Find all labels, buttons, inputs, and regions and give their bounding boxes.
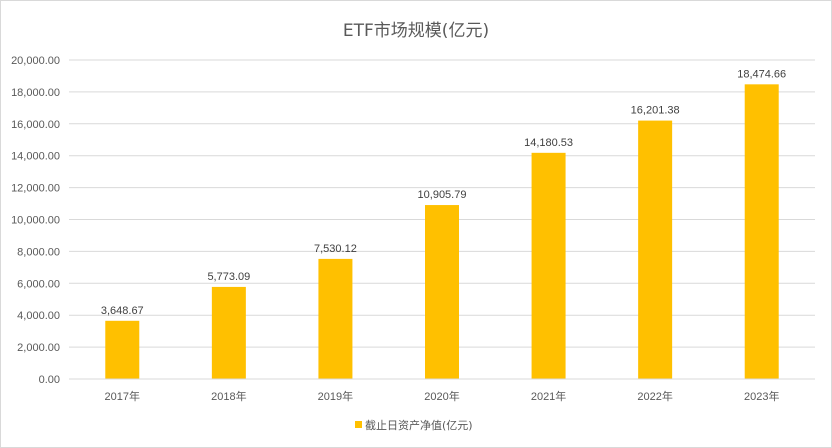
y-tick-label: 14,000.00 xyxy=(11,151,60,163)
gridlines xyxy=(69,59,815,348)
y-tick-label: 20,000.00 xyxy=(11,55,60,67)
data-label: 18,474.66 xyxy=(737,68,786,80)
data-label: 7,530.12 xyxy=(314,243,357,255)
y-tick-label: 0.00 xyxy=(39,374,60,386)
bar[interactable] xyxy=(318,258,353,379)
x-tick-label: 2019年 xyxy=(318,389,353,403)
y-tick-label: 4,000.00 xyxy=(17,310,60,322)
y-tick-label: 18,000.00 xyxy=(11,87,60,99)
x-axis-ticks: 2017年 2018年 2019年 2020年 2021年 2022年 2023年 xyxy=(105,389,780,403)
x-tick-label: 2023年 xyxy=(744,389,779,403)
data-label: 16,201.38 xyxy=(631,105,680,117)
y-tick-label: 2,000.00 xyxy=(17,342,60,354)
x-tick-label: 2020年 xyxy=(424,389,459,403)
bar[interactable] xyxy=(105,320,140,379)
y-tick-label: 6,000.00 xyxy=(17,278,60,290)
y-axis-ticks: 0.00 2,000.00 4,000.00 6,000.00 8,000.00 10,0… xyxy=(11,55,60,386)
bar[interactable] xyxy=(531,152,566,379)
bar[interactable] xyxy=(744,84,779,380)
y-tick-label: 10,000.00 xyxy=(11,215,60,227)
bar[interactable] xyxy=(638,120,673,380)
x-tick-label: 2022年 xyxy=(637,389,672,403)
data-label: 3,648.67 xyxy=(101,305,144,317)
x-tick-label: 2017年 xyxy=(105,389,140,403)
x-tick-label: 2018年 xyxy=(211,389,246,403)
legend-swatch xyxy=(355,421,362,428)
data-label: 14,180.53 xyxy=(524,137,573,149)
bar[interactable] xyxy=(211,286,246,379)
data-label: 5,773.09 xyxy=(207,271,250,283)
data-labels: 3,648.67 5,773.09 7,530.12 10,905.79 14,180.… xyxy=(101,68,786,316)
legend-label: 截止日资产净值(亿元) xyxy=(365,418,473,432)
y-tick-label: 12,000.00 xyxy=(11,183,60,195)
legend[interactable]: 截止日资产净值(亿元) xyxy=(355,418,473,432)
bars xyxy=(105,84,779,380)
y-tick-label: 8,000.00 xyxy=(17,246,60,258)
chart-title: ETF市场规模(亿元) xyxy=(343,21,489,41)
data-label: 10,905.79 xyxy=(418,189,467,201)
bar[interactable] xyxy=(425,205,459,379)
y-tick-label: 16,000.00 xyxy=(11,119,60,131)
x-tick-label: 2021年 xyxy=(531,389,566,403)
